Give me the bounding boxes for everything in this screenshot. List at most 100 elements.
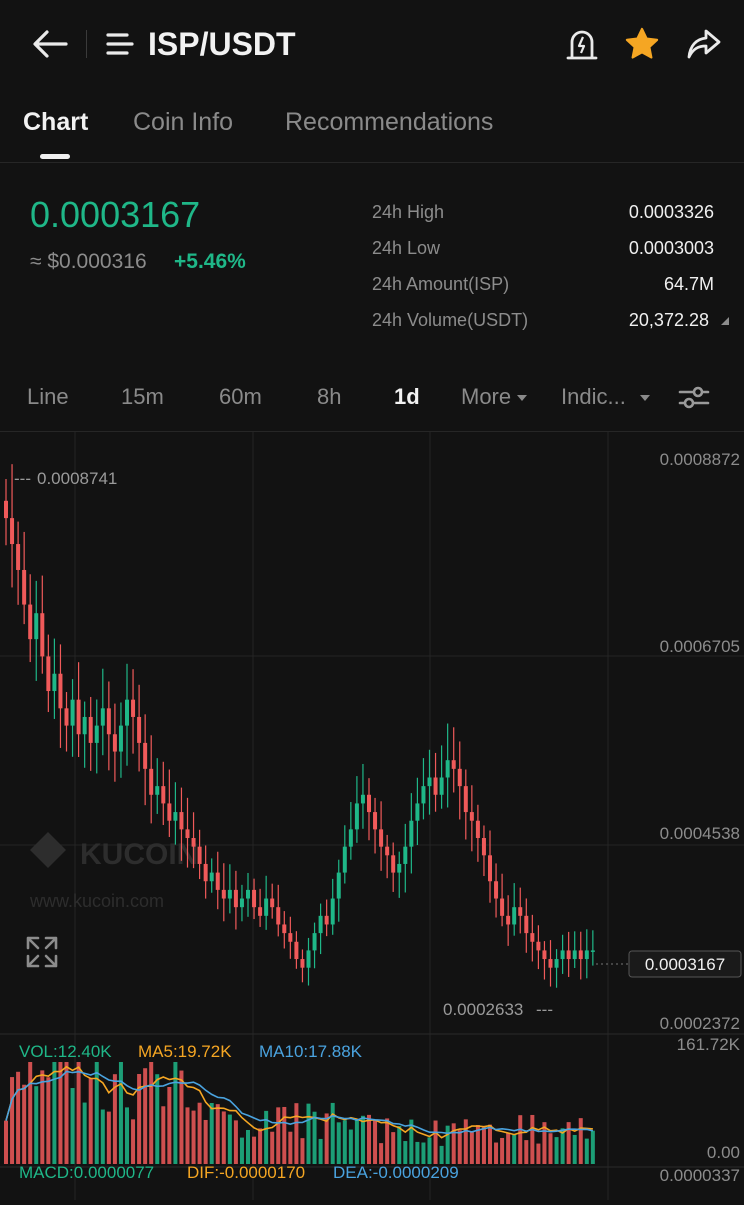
back-button[interactable] (28, 24, 72, 64)
volume-bar (342, 1120, 347, 1164)
candle-body (457, 768, 462, 787)
candle-body (336, 872, 341, 899)
watermark-name: KUCOIN (80, 838, 198, 871)
volume-bar (373, 1119, 378, 1164)
volume-bar (197, 1102, 202, 1164)
kline-chart[interactable]: KUCOIN www.kucoin.com 0.0008872 0.000670… (0, 432, 744, 1200)
candle-body (112, 734, 117, 752)
price-axis-tick: 0.0004538 (660, 824, 740, 843)
candle-body (379, 829, 384, 847)
volume-bar (215, 1104, 220, 1164)
chevron-down-icon (517, 395, 528, 402)
candle-body (373, 812, 378, 830)
candle-body (542, 950, 547, 960)
timeframe-line[interactable]: Line (27, 384, 69, 409)
chevron-down-icon (639, 395, 650, 402)
volume-bar (227, 1114, 232, 1164)
dif-label: DIF:-0.0000170 (187, 1163, 306, 1182)
candle-body (173, 812, 178, 821)
volume-bar (131, 1119, 136, 1164)
timeframe-more-dropdown[interactable]: More (461, 384, 528, 410)
candle-body (64, 708, 69, 726)
candle-body (530, 933, 535, 942)
candle-body (330, 898, 335, 925)
volume-bar (221, 1111, 226, 1164)
price-change: +5.46% (174, 250, 246, 273)
volume-bar (560, 1128, 565, 1164)
candle-body (584, 950, 589, 960)
volume-bar (518, 1115, 523, 1164)
tabs-divider (0, 162, 744, 163)
kucoin-watermark: KUCOIN www.kucoin.com (29, 832, 198, 911)
volume-bar (40, 1070, 45, 1164)
fullscreen-button[interactable] (22, 932, 62, 972)
volume-bar (421, 1142, 426, 1164)
max-price-value: 0.0008741 (37, 469, 117, 488)
timeframe-60m[interactable]: 60m (219, 384, 262, 409)
volume-bar (161, 1106, 166, 1164)
usd-price: ≈ $0.000316 (30, 250, 147, 273)
candle-body (4, 500, 8, 519)
tab-recommendations[interactable]: Recommendations (285, 108, 494, 136)
tab-coin-info[interactable]: Coin Info (133, 108, 234, 136)
volume-bar (572, 1134, 577, 1164)
candle-body (52, 673, 57, 692)
macd-label: MACD:0.0000077 (19, 1163, 155, 1182)
volume-bar (125, 1107, 129, 1164)
volume-bar (16, 1071, 21, 1164)
candle-body (209, 872, 214, 882)
volume-bar (494, 1142, 499, 1164)
menu-button[interactable] (100, 26, 140, 62)
ma10-line (5, 1070, 594, 1135)
volume-bar (536, 1143, 541, 1164)
chart-settings-button[interactable] (674, 378, 714, 416)
volume-bar (463, 1119, 468, 1164)
candle-body (318, 915, 323, 934)
candle-body (167, 803, 172, 821)
svg-text:---: --- (14, 469, 31, 488)
expand-icon (26, 936, 58, 968)
price-alert-button[interactable] (562, 24, 602, 64)
candle-body (40, 613, 45, 657)
volume-bar (379, 1143, 384, 1164)
candle-body (385, 846, 390, 856)
volume-bar (282, 1106, 287, 1164)
kline-chart-area[interactable]: KUCOIN www.kucoin.com 0.0008872 0.000670… (0, 432, 744, 1200)
timeframe-1d[interactable]: 1d (394, 384, 420, 409)
candle-body (10, 518, 15, 545)
volume-bar (239, 1137, 244, 1164)
volume-bar (203, 1119, 208, 1164)
candle-body (572, 950, 577, 960)
volume-bar (22, 1084, 27, 1164)
volume-bar (246, 1129, 250, 1164)
indicators-dropdown[interactable]: Indic... (561, 384, 650, 410)
volume-bar (451, 1123, 456, 1164)
timeframe-8h[interactable]: 8h (317, 384, 342, 409)
volume-bar (264, 1110, 269, 1164)
candle-body (82, 716, 87, 735)
active-tab-indicator (40, 154, 70, 159)
candle-body (76, 699, 81, 735)
candle-body (191, 838, 196, 847)
candle-body (312, 933, 317, 951)
volume-bar (88, 1077, 93, 1164)
volume-bar (106, 1111, 111, 1164)
timeframe-divider (0, 431, 744, 432)
candle-body (578, 950, 583, 960)
volume-bar (312, 1111, 317, 1164)
favorite-button[interactable] (620, 22, 664, 66)
candle-body (391, 855, 396, 873)
stat-value-volume[interactable]: 20,372.28 (629, 310, 730, 331)
volume-bar (348, 1129, 353, 1164)
tab-chart[interactable]: Chart (23, 108, 89, 136)
volume-bar (10, 1077, 15, 1164)
candle-body (433, 777, 438, 795)
share-button[interactable] (682, 22, 726, 66)
volume-series (4, 1062, 595, 1164)
min-price-marker: 0.0002633 --- (443, 1000, 553, 1019)
timeframe-15m[interactable]: 15m (121, 384, 164, 409)
volume-bar (524, 1140, 529, 1164)
candle-body (215, 872, 220, 890)
candle-body (58, 673, 63, 709)
candle-body (185, 829, 190, 839)
